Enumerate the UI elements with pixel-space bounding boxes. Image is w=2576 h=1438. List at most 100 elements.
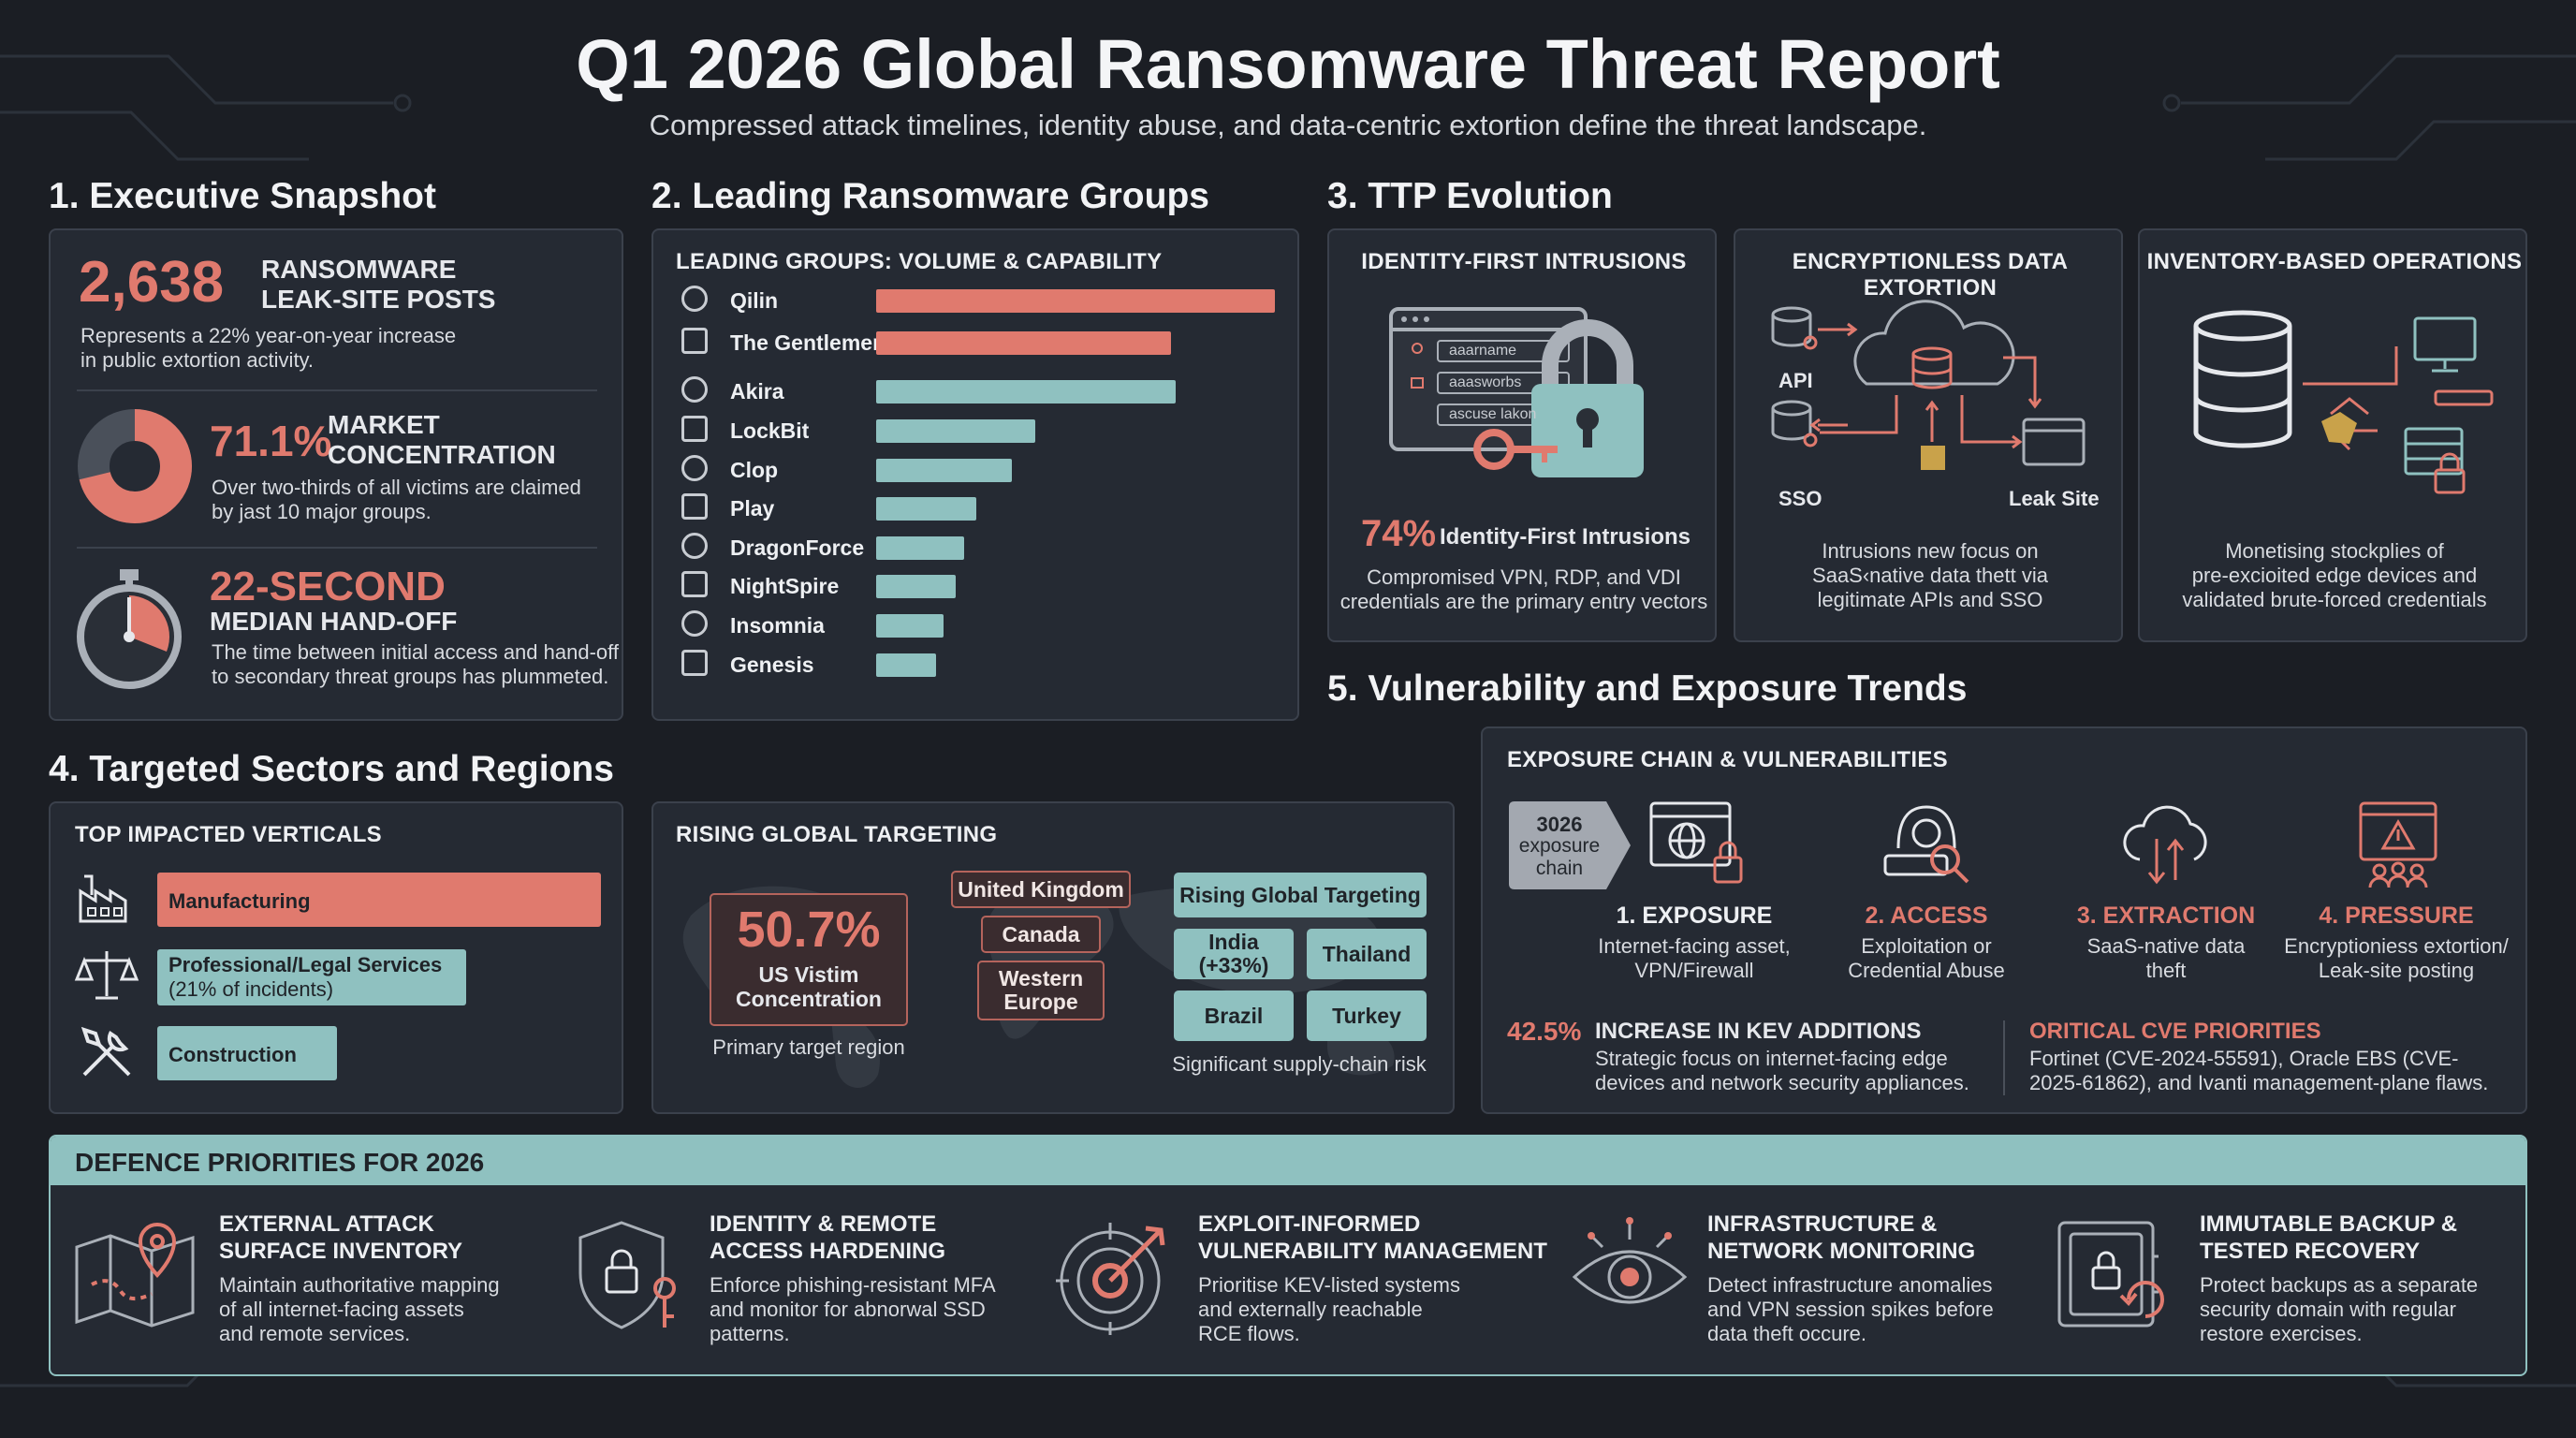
inventory-caption: INVENTORY-BASED OPERATIONS [2146, 249, 2523, 274]
identity-desc-1: Compromised VPN, RDP, and VDI [1367, 565, 1681, 589]
scales-icon [74, 951, 139, 1000]
chain-step-desc: Leak-site posting [2318, 959, 2475, 982]
chain-step-desc: theft [2145, 959, 2187, 982]
cloud-download-icon [2123, 805, 2207, 885]
login-field-password: aaasworbs [1449, 374, 1522, 390]
factory-icon [79, 874, 127, 923]
chain-step-desc: VPN/Firewall [1634, 959, 1754, 982]
group-bar [876, 536, 964, 560]
handoff-desc-1: The time between initial access and hand… [212, 640, 619, 664]
chain-line-2: exposure [1518, 835, 1601, 857]
region-uk: United Kingdom [951, 871, 1131, 908]
chain-step-title: 1. EXPOSURE [1616, 902, 1773, 929]
extortion-caption: ENCRYPTIONLESS DATA EXTORTION [1792, 249, 2069, 301]
rising-india: India (+33%) [1174, 929, 1294, 979]
defence-item-desc: Enforce phishing-resistant MFA [710, 1273, 996, 1297]
tools-icon [80, 1026, 131, 1077]
chain-step-title: 2. ACCESS [1865, 902, 1988, 929]
nightspire-icon [681, 571, 708, 597]
region-we-line-1: Western [998, 966, 1084, 990]
group-bar [876, 614, 944, 638]
defence-item-desc: of all internet-facing assets [219, 1298, 464, 1321]
map-pin-icon [75, 1223, 195, 1328]
posts-label-1: RANSOMWARE [261, 255, 457, 284]
chain-step-desc: Internet-facing asset, [1598, 934, 1791, 958]
kev-desc-1: Strategic focus on internet-facing edge [1595, 1047, 1948, 1070]
chain-step-desc: Exploitation or [1861, 934, 1992, 958]
login-field-username: aaarname [1449, 343, 1517, 359]
qilin-icon [681, 286, 708, 312]
defence-item-desc: and monitor for abnorwal SSD [710, 1298, 986, 1321]
defence-item-desc: Detect infrastructure anomalies [1707, 1273, 1993, 1297]
handoff-label: MEDIAN HAND-OFF [210, 607, 458, 636]
rising-india-line-1: India [1208, 930, 1259, 954]
target-icon [1056, 1223, 1165, 1335]
rising-india-line-2: (+33%) [1198, 953, 1269, 977]
snapshot-heading: 1. Executive Snapshot [49, 176, 436, 216]
posts-label-2: LEAK-SITE POSTS [261, 285, 496, 314]
groups-heading: 2. Leading Ransomware Groups [651, 176, 1209, 216]
defence-panel: DEFENCE PRIORITIES FOR 2026 [49, 1135, 2527, 1376]
inventory-desc-2: pre-excioited edge devices and [2191, 564, 2478, 587]
group-name: Play [730, 496, 775, 521]
cve-desc-2: 2025-61862), and Ivanti management-plane… [2029, 1071, 2489, 1094]
verticals-panel: TOP IMPACTED VERTICALS Manufacturing Pro… [49, 801, 623, 1114]
market-value: 71.1% [210, 417, 332, 465]
vuln-heading: 5. Vulnerability and Exposure Trends [1327, 668, 1968, 709]
defence-item-desc: Prioritise KEV-listed systems [1198, 1273, 1460, 1297]
chain-line-3: chain [1535, 858, 1584, 879]
defence-item-title: NETWORK MONITORING [1707, 1239, 1976, 1264]
lockbit-icon [681, 416, 708, 442]
defence-item-desc: and remote services. [219, 1322, 411, 1345]
divider [77, 389, 597, 391]
identity-label: Identity-First Intrusions [1440, 524, 1691, 550]
extortion-panel: ENCRYPTIONLESS DATA EXTORTION API SSO Le… [1734, 228, 2123, 642]
kev-desc-2: devices and network security appliances. [1595, 1071, 1969, 1094]
defence-item-title: IMMUTABLE BACKUP & [2200, 1211, 2458, 1237]
identity-caption: IDENTITY-FIRST INTRUSIONS [1361, 249, 1687, 274]
vertical-bar-legal [157, 949, 466, 1005]
genesis-icon [681, 650, 708, 676]
defence-header-bar [51, 1137, 2525, 1185]
vuln-caption: EXPOSURE CHAIN & VULNERABILITIES [1507, 747, 1948, 772]
cloud-exfiltration-icon [1771, 300, 2086, 470]
stopwatch-icon [77, 569, 182, 689]
region-western-europe: Western Europe [977, 961, 1105, 1020]
defence-item-desc: restore exercises. [2200, 1322, 2363, 1345]
handoff-value: 22-SECOND [210, 564, 446, 609]
defence-item-title: SURFACE INVENTORY [219, 1239, 463, 1264]
clop-icon [681, 455, 708, 481]
defence-item-desc: security domain with regular [2200, 1298, 2456, 1321]
vuln-panel: EXPOSURE CHAIN & VULNERABILITIES 3026 ex… [1481, 726, 2527, 1114]
group-name: DragonForce [730, 536, 865, 560]
market-desc-2: by jast 10 major groups. [212, 500, 432, 523]
groups-panel: LEADING GROUPS: VOLUME & CAPABILITY Qili… [651, 228, 1299, 721]
us-value: 50.7% [737, 902, 881, 958]
group-bar [876, 419, 1035, 443]
defence-item-title: EXPLOIT-INFORMED [1198, 1211, 1421, 1237]
defence-item-title: VULNERABILITY MANAGEMENT [1198, 1239, 1547, 1264]
hacker-icon [1883, 805, 1969, 884]
regions-panel: RISING GLOBAL TARGETING 50.7% US Vistim … [651, 801, 1455, 1114]
defence-item-desc: Protect backups as a separate [2200, 1273, 2479, 1297]
group-bar [876, 653, 936, 677]
group-name: Insomnia [730, 613, 825, 638]
database-devices-icon [2193, 310, 2494, 494]
market-desc-1: Over two-thirds of all victims are claim… [212, 476, 581, 499]
inventory-desc-1: Monetising stockplies of [2225, 539, 2444, 563]
ttp-heading: 3. TTP Evolution [1327, 176, 1613, 216]
region-canada: Canada [981, 916, 1101, 953]
inventory-desc-3: validated brute-forced credentials [2182, 588, 2487, 611]
groups-bar-chart: Qilin The Gentlemen Akira LockBit Clop Play Dr… [653, 230, 1301, 723]
vertical-sub-legal: (21% of incidents) [168, 977, 334, 1001]
defence-item-title: TESTED RECOVERY [2200, 1239, 2421, 1264]
defence-item-title: ACCESS HARDENING [710, 1239, 946, 1264]
vertical-label-manufacturing: Manufacturing [168, 889, 311, 913]
posts-value: 2,638 [79, 250, 225, 315]
defence-item-desc: data theft occure. [1707, 1322, 1866, 1345]
defence-item-desc: patterns. [710, 1322, 790, 1345]
posts-desc-1: Represents a 22% year-on-year increase [80, 324, 457, 347]
kev-title: INCREASE IN KEV ADDITIONS [1595, 1019, 1922, 1044]
extortion-desc-1: Intrusions new focus on [1822, 539, 2039, 563]
akira-icon [681, 376, 708, 403]
